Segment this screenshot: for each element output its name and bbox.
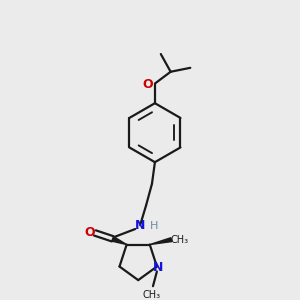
Text: O: O (143, 78, 153, 91)
Text: N: N (153, 261, 163, 274)
Text: N: N (135, 219, 146, 232)
Text: O: O (85, 226, 95, 239)
Polygon shape (112, 237, 127, 244)
Text: H: H (150, 221, 158, 231)
Text: CH₃: CH₃ (143, 290, 161, 300)
Polygon shape (150, 238, 172, 244)
Text: CH₃: CH₃ (170, 235, 188, 244)
